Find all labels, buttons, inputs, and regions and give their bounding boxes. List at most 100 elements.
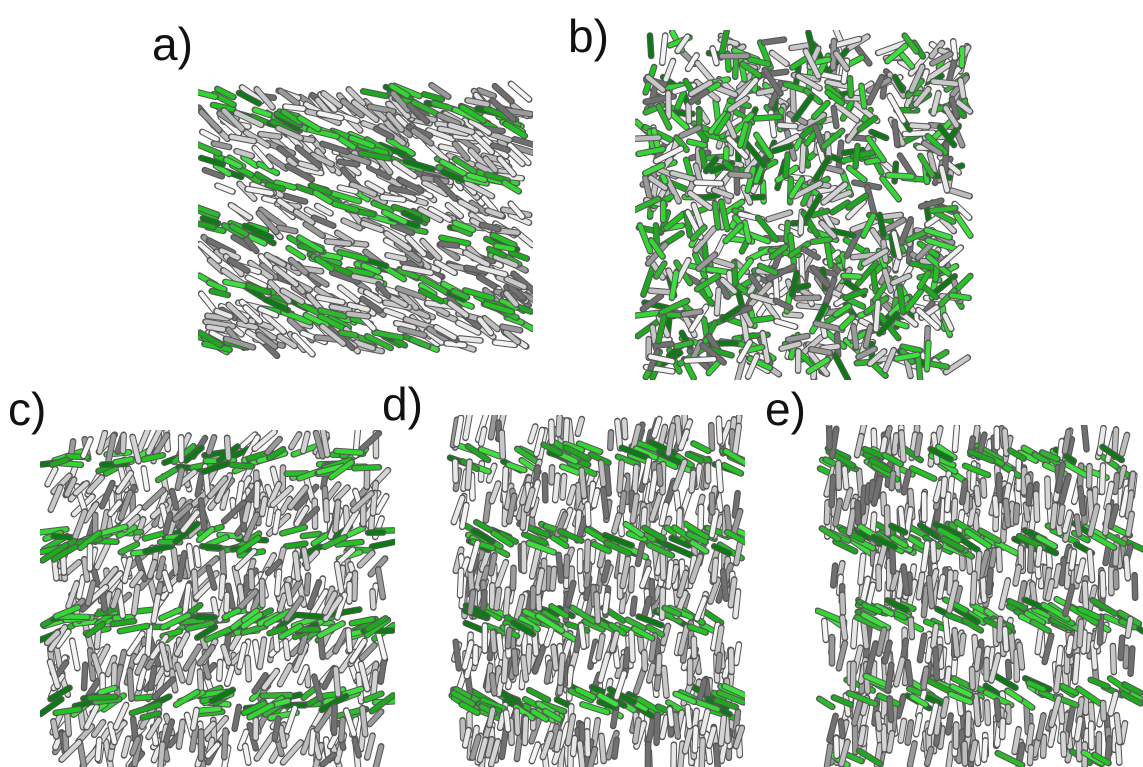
rod — [292, 435, 299, 447]
rod — [719, 463, 721, 490]
rod — [363, 708, 366, 734]
rod — [65, 734, 66, 749]
rod — [130, 671, 132, 699]
rod — [719, 419, 720, 441]
rod — [221, 577, 222, 598]
rod — [375, 333, 401, 338]
rod — [348, 631, 349, 650]
rod — [704, 611, 721, 623]
rod — [636, 313, 657, 316]
rod — [792, 45, 809, 48]
rod — [145, 533, 163, 538]
rod — [472, 475, 473, 498]
rod — [912, 125, 928, 126]
rod — [283, 527, 305, 533]
rod — [662, 36, 665, 62]
panel-d-render — [450, 412, 749, 767]
rod — [224, 731, 225, 757]
rod — [515, 139, 532, 144]
rod — [251, 572, 252, 587]
rod — [90, 697, 115, 698]
panel-c-render — [39, 429, 397, 767]
rod — [835, 356, 847, 379]
rod — [340, 162, 357, 164]
rod — [780, 125, 795, 126]
rod — [349, 314, 368, 316]
rod — [340, 288, 356, 301]
rod — [303, 534, 318, 536]
page: a) b) c) d) e) (() => { const data = JSO… — [0, 0, 1143, 767]
rod — [756, 117, 780, 119]
rod — [961, 81, 964, 97]
rod — [677, 493, 679, 509]
rod — [813, 239, 830, 241]
rod — [722, 56, 747, 57]
rod — [227, 438, 228, 458]
rod — [711, 426, 712, 448]
rod — [317, 206, 330, 213]
rod — [412, 340, 428, 347]
rod — [816, 324, 842, 330]
rod — [197, 709, 219, 711]
rod — [113, 621, 133, 624]
rod — [528, 647, 530, 671]
rod — [248, 658, 249, 679]
rod — [373, 493, 375, 513]
rod — [286, 642, 288, 658]
rod — [873, 272, 876, 291]
rod — [116, 459, 131, 462]
rod — [54, 536, 74, 537]
rod — [460, 338, 480, 340]
rod — [367, 736, 372, 757]
rod — [261, 134, 279, 136]
rod — [256, 484, 257, 506]
rod — [736, 645, 739, 663]
rod — [334, 707, 335, 733]
rod — [307, 576, 308, 593]
rod — [137, 610, 154, 612]
rod — [355, 467, 379, 468]
rod — [680, 744, 683, 767]
rod — [189, 546, 192, 568]
rod — [286, 544, 304, 547]
rod — [340, 252, 366, 259]
rod — [209, 327, 224, 329]
rod — [888, 175, 912, 176]
rod — [769, 213, 790, 220]
rod — [327, 241, 348, 243]
rod — [786, 155, 788, 176]
rod — [696, 183, 721, 184]
rod — [381, 662, 384, 681]
rod — [686, 359, 714, 360]
rod — [927, 343, 928, 369]
rod — [795, 97, 811, 119]
rod — [295, 615, 320, 617]
rod — [848, 58, 862, 65]
rod — [269, 506, 272, 523]
rod — [895, 122, 898, 144]
rod — [441, 244, 456, 246]
rod — [262, 499, 265, 513]
rod — [481, 430, 484, 444]
rod — [386, 311, 403, 317]
rod — [226, 595, 227, 610]
rod — [311, 731, 313, 752]
rod — [287, 585, 290, 603]
rod — [245, 746, 248, 762]
rod — [447, 343, 464, 345]
rod — [286, 107, 304, 109]
rod — [277, 572, 279, 593]
rod — [373, 592, 374, 607]
rod — [463, 721, 464, 738]
rod — [495, 342, 514, 344]
rod — [341, 333, 355, 336]
rod — [295, 554, 298, 579]
rod — [777, 321, 795, 326]
rod — [861, 86, 864, 106]
rod — [854, 327, 857, 347]
rod — [933, 82, 956, 84]
rod — [341, 720, 342, 740]
rod — [844, 276, 859, 277]
rod — [196, 549, 198, 565]
rod — [962, 49, 963, 65]
